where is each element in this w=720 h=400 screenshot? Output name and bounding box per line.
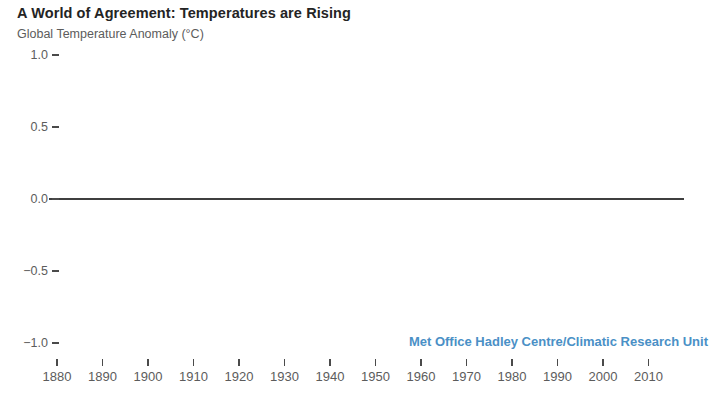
x-axis-tick — [648, 359, 650, 366]
x-axis-tick — [56, 359, 58, 366]
x-axis-tick — [238, 359, 240, 366]
x-axis-tick-label: 1900 — [126, 369, 170, 385]
x-axis-tick-label: 1980 — [490, 369, 534, 385]
zero-baseline — [49, 198, 684, 200]
x-axis-tick — [466, 359, 468, 366]
x-axis-tick-label: 1970 — [445, 369, 489, 385]
x-axis-tick-label: 1990 — [536, 369, 580, 385]
x-axis-tick — [193, 359, 195, 366]
x-axis-tick-label: 1940 — [308, 369, 352, 385]
y-axis-tick — [52, 126, 59, 128]
x-axis-tick-label: 2010 — [627, 369, 671, 385]
x-axis-tick — [375, 359, 377, 366]
y-axis-tick — [52, 198, 59, 200]
x-axis-tick-label: 1960 — [399, 369, 443, 385]
x-axis-tick — [329, 359, 331, 366]
x-axis-tick — [102, 359, 104, 366]
x-axis-tick-label: 1880 — [35, 369, 79, 385]
y-axis-tick-label: 0.0 — [6, 190, 48, 208]
y-axis-tick — [52, 342, 59, 344]
y-axis-tick-label: 1.0 — [6, 46, 48, 64]
x-axis-tick-label: 1950 — [354, 369, 398, 385]
x-axis-tick — [147, 359, 149, 366]
y-axis-tick-label: −0.5 — [6, 262, 48, 280]
x-axis-tick-label: 1890 — [81, 369, 125, 385]
x-axis-tick — [557, 359, 559, 366]
x-axis-tick — [602, 359, 604, 366]
x-axis-tick-label: 1910 — [172, 369, 216, 385]
y-axis-tick-label: 0.5 — [6, 118, 48, 136]
y-axis-tick — [52, 270, 59, 272]
x-axis-tick — [420, 359, 422, 366]
x-axis-tick-label: 1920 — [217, 369, 261, 385]
x-axis-tick-label: 2000 — [581, 369, 625, 385]
y-axis-tick — [52, 54, 59, 56]
x-axis-tick-label: 1930 — [263, 369, 307, 385]
temperature-anomaly-chart: A World of Agreement: Temperatures are R… — [0, 0, 720, 400]
source-credit-label: Met Office Hadley Centre/Climatic Resear… — [409, 334, 708, 349]
x-axis-tick — [284, 359, 286, 366]
x-axis-tick — [511, 359, 513, 366]
y-axis-tick-label: −1.0 — [6, 334, 48, 352]
